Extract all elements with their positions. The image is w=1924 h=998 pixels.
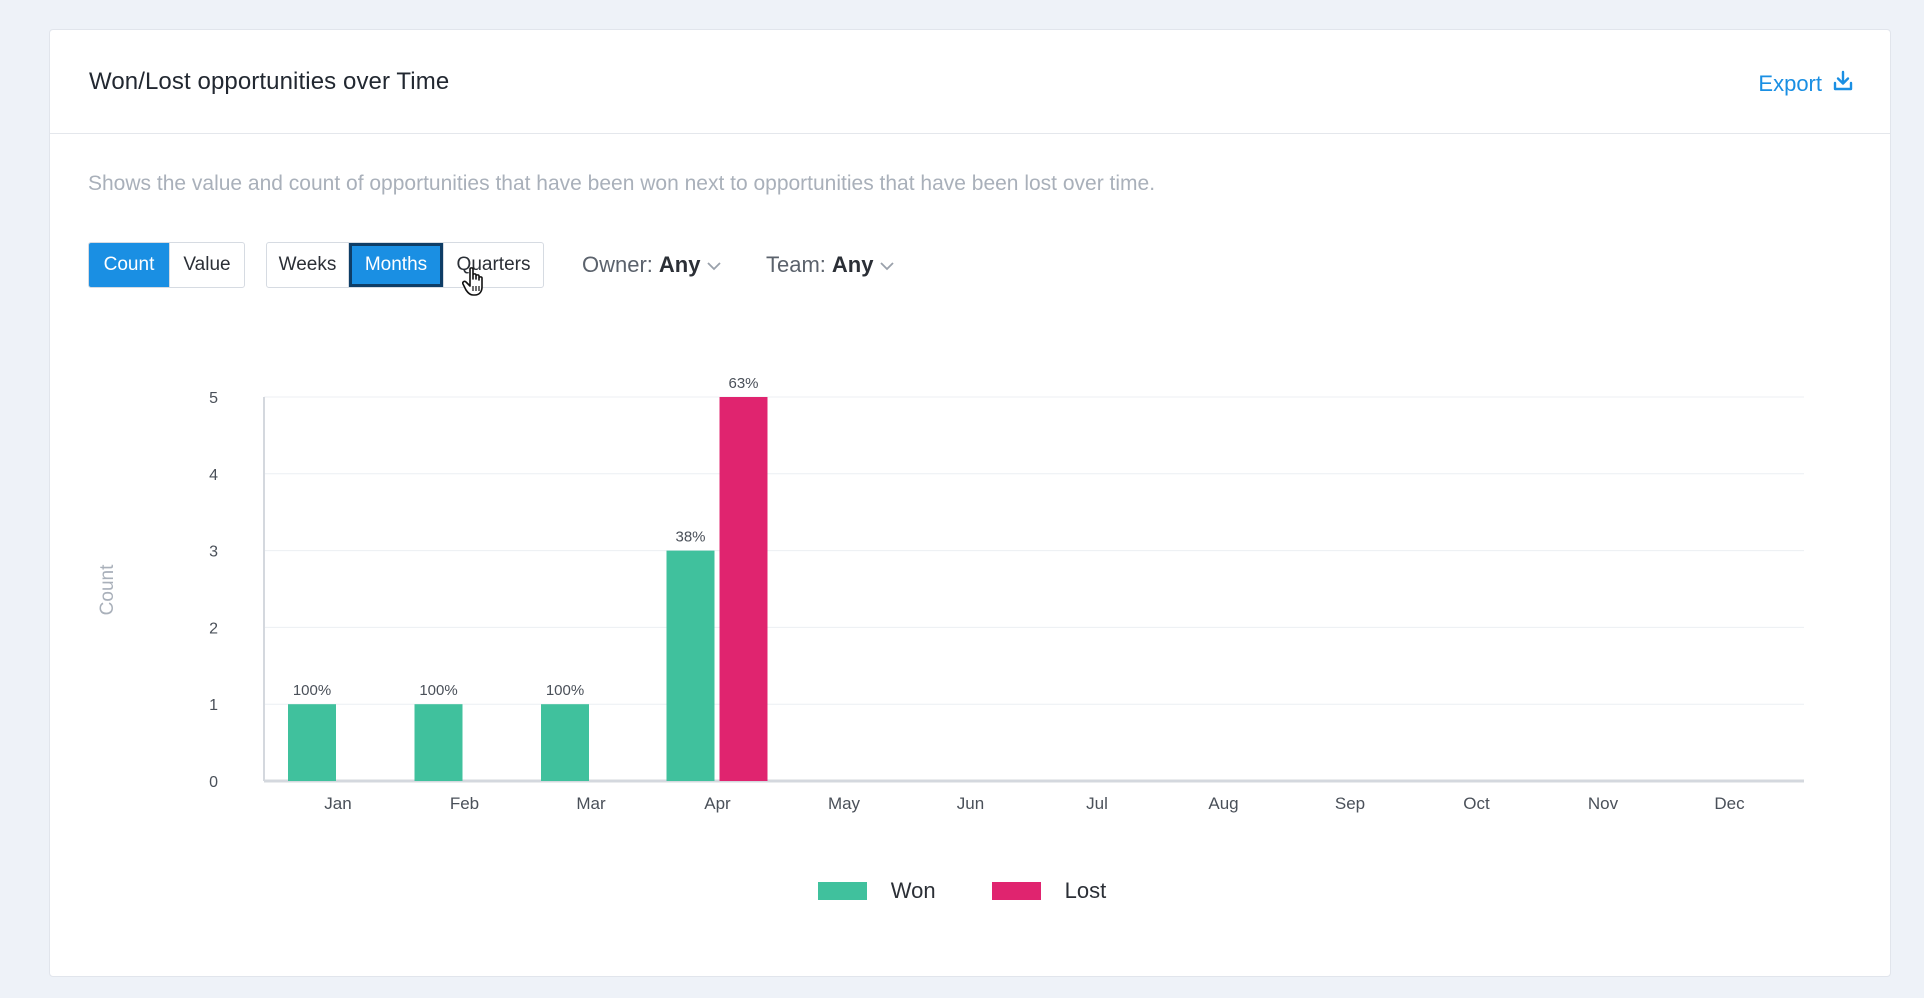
x-tick-label: Jun xyxy=(957,794,984,813)
x-tick-label: Mar xyxy=(576,794,606,813)
x-tick-label: Aug xyxy=(1208,794,1238,813)
x-tick-label: Nov xyxy=(1588,794,1619,813)
legend-swatch-lost xyxy=(991,882,1041,900)
x-tick-label: Sep xyxy=(1335,794,1365,813)
chart-legend: Won Lost xyxy=(0,878,1924,904)
legend-item-lost[interactable]: Lost xyxy=(991,878,1107,904)
x-tick-label: Jan xyxy=(324,794,351,813)
bar-won xyxy=(541,704,589,781)
bar-won xyxy=(288,704,336,781)
card-header: Won/Lost opportunities over Time Export xyxy=(50,30,1890,134)
chevron-down-icon xyxy=(706,252,722,278)
hand-pointer-icon xyxy=(461,266,488,303)
y-tick-label: 5 xyxy=(209,390,218,407)
x-tick-label: Feb xyxy=(450,794,479,813)
legend-label-lost: Lost xyxy=(1064,878,1107,903)
team-filter-label: Team: xyxy=(766,252,826,277)
chevron-down-icon xyxy=(879,252,895,278)
data-label: 63% xyxy=(728,375,758,392)
metric-toggle: Count Value xyxy=(88,242,245,288)
chart-card: Won/Lost opportunities over Time Export xyxy=(49,29,1891,977)
y-tick-label: 3 xyxy=(209,544,218,561)
data-label: 100% xyxy=(546,682,584,699)
value-button[interactable]: Value xyxy=(183,254,231,275)
x-tick-label: Oct xyxy=(1463,794,1490,813)
data-label: 38% xyxy=(675,529,705,546)
owner-filter[interactable]: Owner: Any xyxy=(582,252,722,278)
owner-filter-label: Owner: xyxy=(582,252,653,277)
bar-lost xyxy=(719,397,768,781)
team-filter-value: Any xyxy=(831,252,874,277)
x-tick-label: May xyxy=(828,794,861,813)
period-toggle: Weeks Months Quarters xyxy=(266,242,544,288)
bar-won xyxy=(666,550,715,781)
team-filter[interactable]: Team: Any xyxy=(766,252,895,278)
quarters-button[interactable]: Quarters xyxy=(456,254,531,275)
months-button[interactable]: Months xyxy=(349,243,444,287)
data-label: 100% xyxy=(293,682,331,699)
x-tick-label: Jul xyxy=(1086,794,1108,813)
y-tick-label: 2 xyxy=(209,620,218,637)
weeks-button[interactable]: Weeks xyxy=(267,243,349,287)
legend-swatch-won xyxy=(817,882,867,900)
download-icon xyxy=(1832,70,1854,98)
y-tick-label: 4 xyxy=(209,467,218,484)
description: Shows the value and count of opportuniti… xyxy=(88,172,1156,195)
y-tick-label: 0 xyxy=(209,774,218,791)
count-button[interactable]: Count xyxy=(89,243,170,287)
owner-filter-value: Any xyxy=(658,252,701,277)
card-title: Won/Lost opportunities over Time xyxy=(89,68,450,95)
y-axis-title: Count xyxy=(97,564,118,615)
legend-label-won: Won xyxy=(890,878,936,903)
legend-item-won[interactable]: Won xyxy=(817,878,936,904)
bar-won xyxy=(414,704,463,781)
data-label: 100% xyxy=(419,682,457,699)
x-tick-label: Dec xyxy=(1714,794,1745,813)
y-tick-label: 1 xyxy=(209,697,218,714)
export-label: Export xyxy=(1758,71,1822,96)
export-button[interactable]: Export xyxy=(1758,70,1854,98)
x-tick-label: Apr xyxy=(704,794,731,813)
